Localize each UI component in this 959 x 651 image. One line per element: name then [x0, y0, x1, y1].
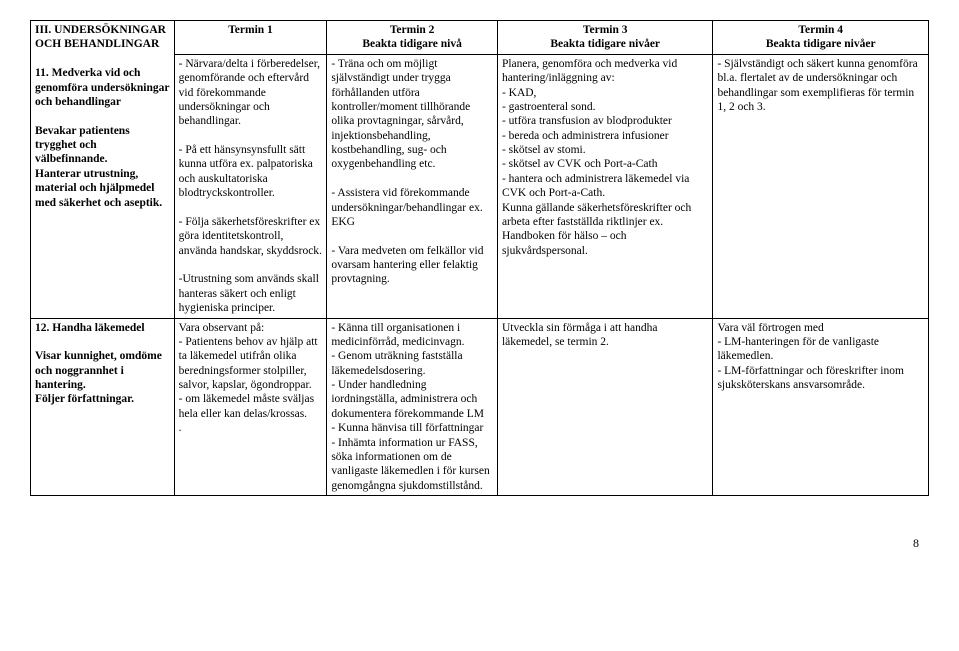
r1t3li3: - utföra transfusion av blodprodukter: [502, 115, 672, 127]
r2t1p2: - Patientens behov av hjälp att ta läkem…: [179, 336, 318, 391]
para2: Hanterar utrustning, material och hjälpm…: [35, 168, 162, 209]
r1t3intro: Planera, genomföra och medverka vid hant…: [502, 58, 677, 84]
r1t3li1: - KAD,: [502, 87, 537, 99]
r2t1p3: - om läkemedel måste sväljas hela eller …: [179, 393, 314, 419]
r1t4p1: - Självständigt och säkert kunna genomfö…: [717, 58, 917, 113]
r1t2p1: - Träna och om möjligt självständigt und…: [331, 58, 470, 171]
r1t3li7: - hantera och administrera läkemedel via…: [502, 173, 689, 199]
r2t2p3: - Under handledning iordningställa, admi…: [331, 379, 484, 420]
r1t3tail: Kunna gällande säkerhetsföreskrifter och…: [502, 202, 691, 257]
header-t2: Termin 2 Beakta tidigare nivå: [327, 21, 498, 55]
r2t2p2: - Genom uträkning fastställa läkemedelsd…: [331, 350, 462, 376]
row1-col0: III. UNDERSÖKNINGAR OCH BEHANDLINGAR 11.…: [31, 21, 175, 319]
header-t2-sub: Beakta tidigare nivå: [362, 38, 461, 50]
r2t3p1: Utveckla sin förmåga i att handha läkeme…: [502, 322, 658, 348]
header-t3-main: Termin 3: [583, 24, 628, 36]
header-t1: Termin 1: [174, 21, 327, 55]
header-t2-main: Termin 2: [390, 24, 435, 36]
header-row: III. UNDERSÖKNINGAR OCH BEHANDLINGAR 11.…: [31, 21, 929, 55]
r1t2p2: - Assistera vid förekommande undersöknin…: [331, 187, 482, 228]
header-t4: Termin 4 Beakta tidigare nivåer: [713, 21, 929, 55]
row2-t3: Utveckla sin förmåga i att handha läkeme…: [497, 318, 713, 496]
row1-t3: Planera, genomföra och medverka vid hant…: [497, 54, 713, 318]
page-number: 8: [30, 536, 929, 551]
r1t1p1: - Närvara/delta i förberedelser, genomfö…: [179, 58, 320, 128]
r1t3li6: - skötsel av CVK och Port-a-Cath: [502, 158, 658, 170]
header-t3: Termin 3 Beakta tidigare nivåer: [497, 21, 713, 55]
item-title: 11. Medverka vid och genomföra undersökn…: [35, 67, 169, 108]
row2-t2: - Känna till organisationen i medicinför…: [327, 318, 498, 496]
header-t4-main: Termin 4: [798, 24, 843, 36]
r2c0p1: Visar kunnighet, omdöme och noggrannhet …: [35, 350, 162, 391]
r1t1p4: -Utrustning som används skall hanteras s…: [179, 273, 319, 314]
header-t4-sub: Beakta tidigare nivåer: [766, 38, 876, 50]
row1-t2: - Träna och om möjligt självständigt und…: [327, 54, 498, 318]
curriculum-table: III. UNDERSÖKNINGAR OCH BEHANDLINGAR 11.…: [30, 20, 929, 496]
r2t2p4: - Kunna hänvisa till författningar: [331, 422, 483, 434]
row2-t4: Vara väl förtrogen med - LM-hanteringen …: [713, 318, 929, 496]
r1t1p3: - Följa säkerhetsföreskrifter ex göra id…: [179, 216, 322, 257]
r2t1p4: .: [179, 422, 182, 434]
para1: Bevakar patientens trygghet och välbefin…: [35, 125, 130, 166]
row2-t1: Vara observant på: - Patientens behov av…: [174, 318, 327, 496]
row2-col0: 12. Handha läkemedel Visar kunnighet, om…: [31, 318, 175, 496]
r1t3li5: - skötsel av stomi.: [502, 144, 586, 156]
r2t2p5: - Inhämta information ur FASS, söka info…: [331, 437, 489, 492]
r1t3li2: - gastroenteral sond.: [502, 101, 596, 113]
r1t1p2: - På ett hänsynsynsfullt sätt kunna utfö…: [179, 144, 313, 199]
r2t4p2: - LM-hanteringen för de vanligaste läkem…: [717, 336, 879, 362]
r1t2p3: - Vara medveten om felkällor vid ovarsam…: [331, 245, 483, 286]
r2t1p1: Vara observant på:: [179, 322, 265, 334]
row2: 12. Handha läkemedel Visar kunnighet, om…: [31, 318, 929, 496]
header-t3-sub: Beakta tidigare nivåer: [550, 38, 660, 50]
r2c0p2: Följer författningar.: [35, 393, 134, 405]
section-heading: III. UNDERSÖKNINGAR OCH BEHANDLINGAR: [35, 24, 166, 50]
row1-t4: - Självständigt och säkert kunna genomfö…: [713, 54, 929, 318]
row1-t1: - Närvara/delta i förberedelser, genomfö…: [174, 54, 327, 318]
r1t3li4: - bereda och administrera infusioner: [502, 130, 669, 142]
r2t2p1: - Känna till organisationen i medicinför…: [331, 322, 464, 348]
r2t4p1: Vara väl förtrogen med: [717, 322, 823, 334]
r2t4p3: - LM-författningar och föreskrifter inom…: [717, 365, 904, 391]
item-title-2: 12. Handha läkemedel: [35, 322, 145, 334]
